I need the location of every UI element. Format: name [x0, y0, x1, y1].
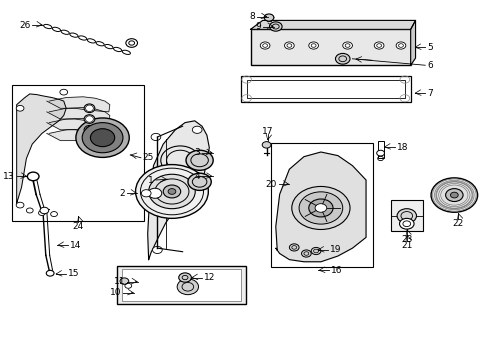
Text: 14: 14 [70, 241, 81, 250]
Circle shape [26, 208, 33, 213]
Ellipse shape [84, 136, 95, 145]
Circle shape [399, 219, 413, 229]
Polygon shape [47, 108, 110, 123]
Circle shape [264, 14, 273, 21]
Circle shape [284, 42, 294, 49]
Circle shape [445, 189, 462, 202]
Text: 12: 12 [203, 273, 215, 282]
Circle shape [90, 129, 115, 147]
Circle shape [46, 270, 54, 276]
Circle shape [308, 199, 332, 217]
Ellipse shape [84, 126, 95, 134]
Circle shape [396, 209, 416, 223]
Circle shape [395, 42, 405, 49]
Bar [270, 143, 372, 267]
Text: 11: 11 [114, 277, 125, 286]
Circle shape [308, 42, 318, 49]
Text: 24: 24 [73, 222, 84, 231]
Circle shape [449, 192, 457, 198]
Bar [377, 141, 383, 158]
Text: 8: 8 [249, 12, 254, 21]
Circle shape [40, 207, 49, 214]
Text: 2: 2 [120, 189, 125, 198]
Circle shape [373, 42, 383, 49]
Circle shape [51, 212, 57, 217]
Polygon shape [47, 129, 110, 144]
Bar [390, 201, 422, 231]
Text: 6: 6 [427, 61, 432, 70]
Circle shape [301, 250, 310, 257]
Circle shape [120, 278, 128, 284]
Text: 20: 20 [265, 180, 276, 189]
Circle shape [299, 192, 342, 224]
Circle shape [39, 211, 45, 216]
Text: 21: 21 [400, 241, 412, 250]
Circle shape [141, 190, 151, 197]
Text: 4: 4 [194, 172, 200, 181]
Polygon shape [147, 121, 209, 260]
Circle shape [148, 174, 195, 209]
Circle shape [148, 188, 162, 198]
Circle shape [187, 173, 211, 190]
Bar [122, 269, 241, 301]
Circle shape [60, 89, 67, 95]
Circle shape [376, 150, 384, 156]
Bar [12, 85, 143, 221]
Text: 7: 7 [427, 89, 432, 98]
Circle shape [342, 42, 352, 49]
Text: 10: 10 [110, 288, 121, 297]
Text: 19: 19 [329, 246, 341, 255]
Polygon shape [47, 118, 110, 134]
Bar [241, 76, 410, 102]
Circle shape [135, 165, 208, 219]
Text: 13: 13 [3, 172, 15, 181]
Circle shape [168, 189, 176, 194]
Circle shape [310, 247, 320, 255]
Text: 1: 1 [148, 176, 154, 185]
Bar [246, 80, 404, 98]
Polygon shape [250, 21, 415, 30]
Text: 5: 5 [427, 43, 432, 52]
Text: 15: 15 [68, 269, 80, 278]
Circle shape [335, 53, 349, 64]
Circle shape [192, 185, 202, 193]
Circle shape [185, 150, 213, 170]
Circle shape [430, 178, 477, 212]
Circle shape [163, 185, 180, 198]
Bar [117, 266, 245, 304]
Text: 23: 23 [400, 235, 412, 244]
Circle shape [192, 126, 202, 134]
Circle shape [82, 123, 122, 153]
Text: 3: 3 [194, 148, 200, 157]
Circle shape [76, 118, 129, 157]
Circle shape [291, 186, 349, 229]
Circle shape [260, 42, 269, 49]
Text: 17: 17 [261, 127, 273, 136]
Text: 16: 16 [330, 266, 342, 275]
Polygon shape [275, 152, 366, 262]
Polygon shape [47, 97, 110, 112]
Ellipse shape [84, 115, 95, 123]
Circle shape [177, 279, 198, 295]
Polygon shape [410, 21, 415, 65]
Text: 26: 26 [19, 21, 30, 30]
Text: 22: 22 [452, 219, 463, 228]
Circle shape [314, 204, 326, 212]
Circle shape [289, 244, 299, 251]
Ellipse shape [84, 104, 95, 113]
Circle shape [269, 22, 282, 31]
Circle shape [16, 202, 24, 208]
Circle shape [151, 134, 161, 140]
Text: 25: 25 [142, 153, 154, 162]
Circle shape [179, 273, 191, 282]
Text: 9: 9 [255, 22, 261, 31]
Circle shape [262, 141, 270, 148]
Circle shape [27, 172, 39, 181]
Text: 18: 18 [396, 143, 408, 152]
Circle shape [16, 105, 24, 111]
Bar [250, 30, 410, 65]
Circle shape [152, 246, 162, 253]
Polygon shape [17, 94, 66, 203]
